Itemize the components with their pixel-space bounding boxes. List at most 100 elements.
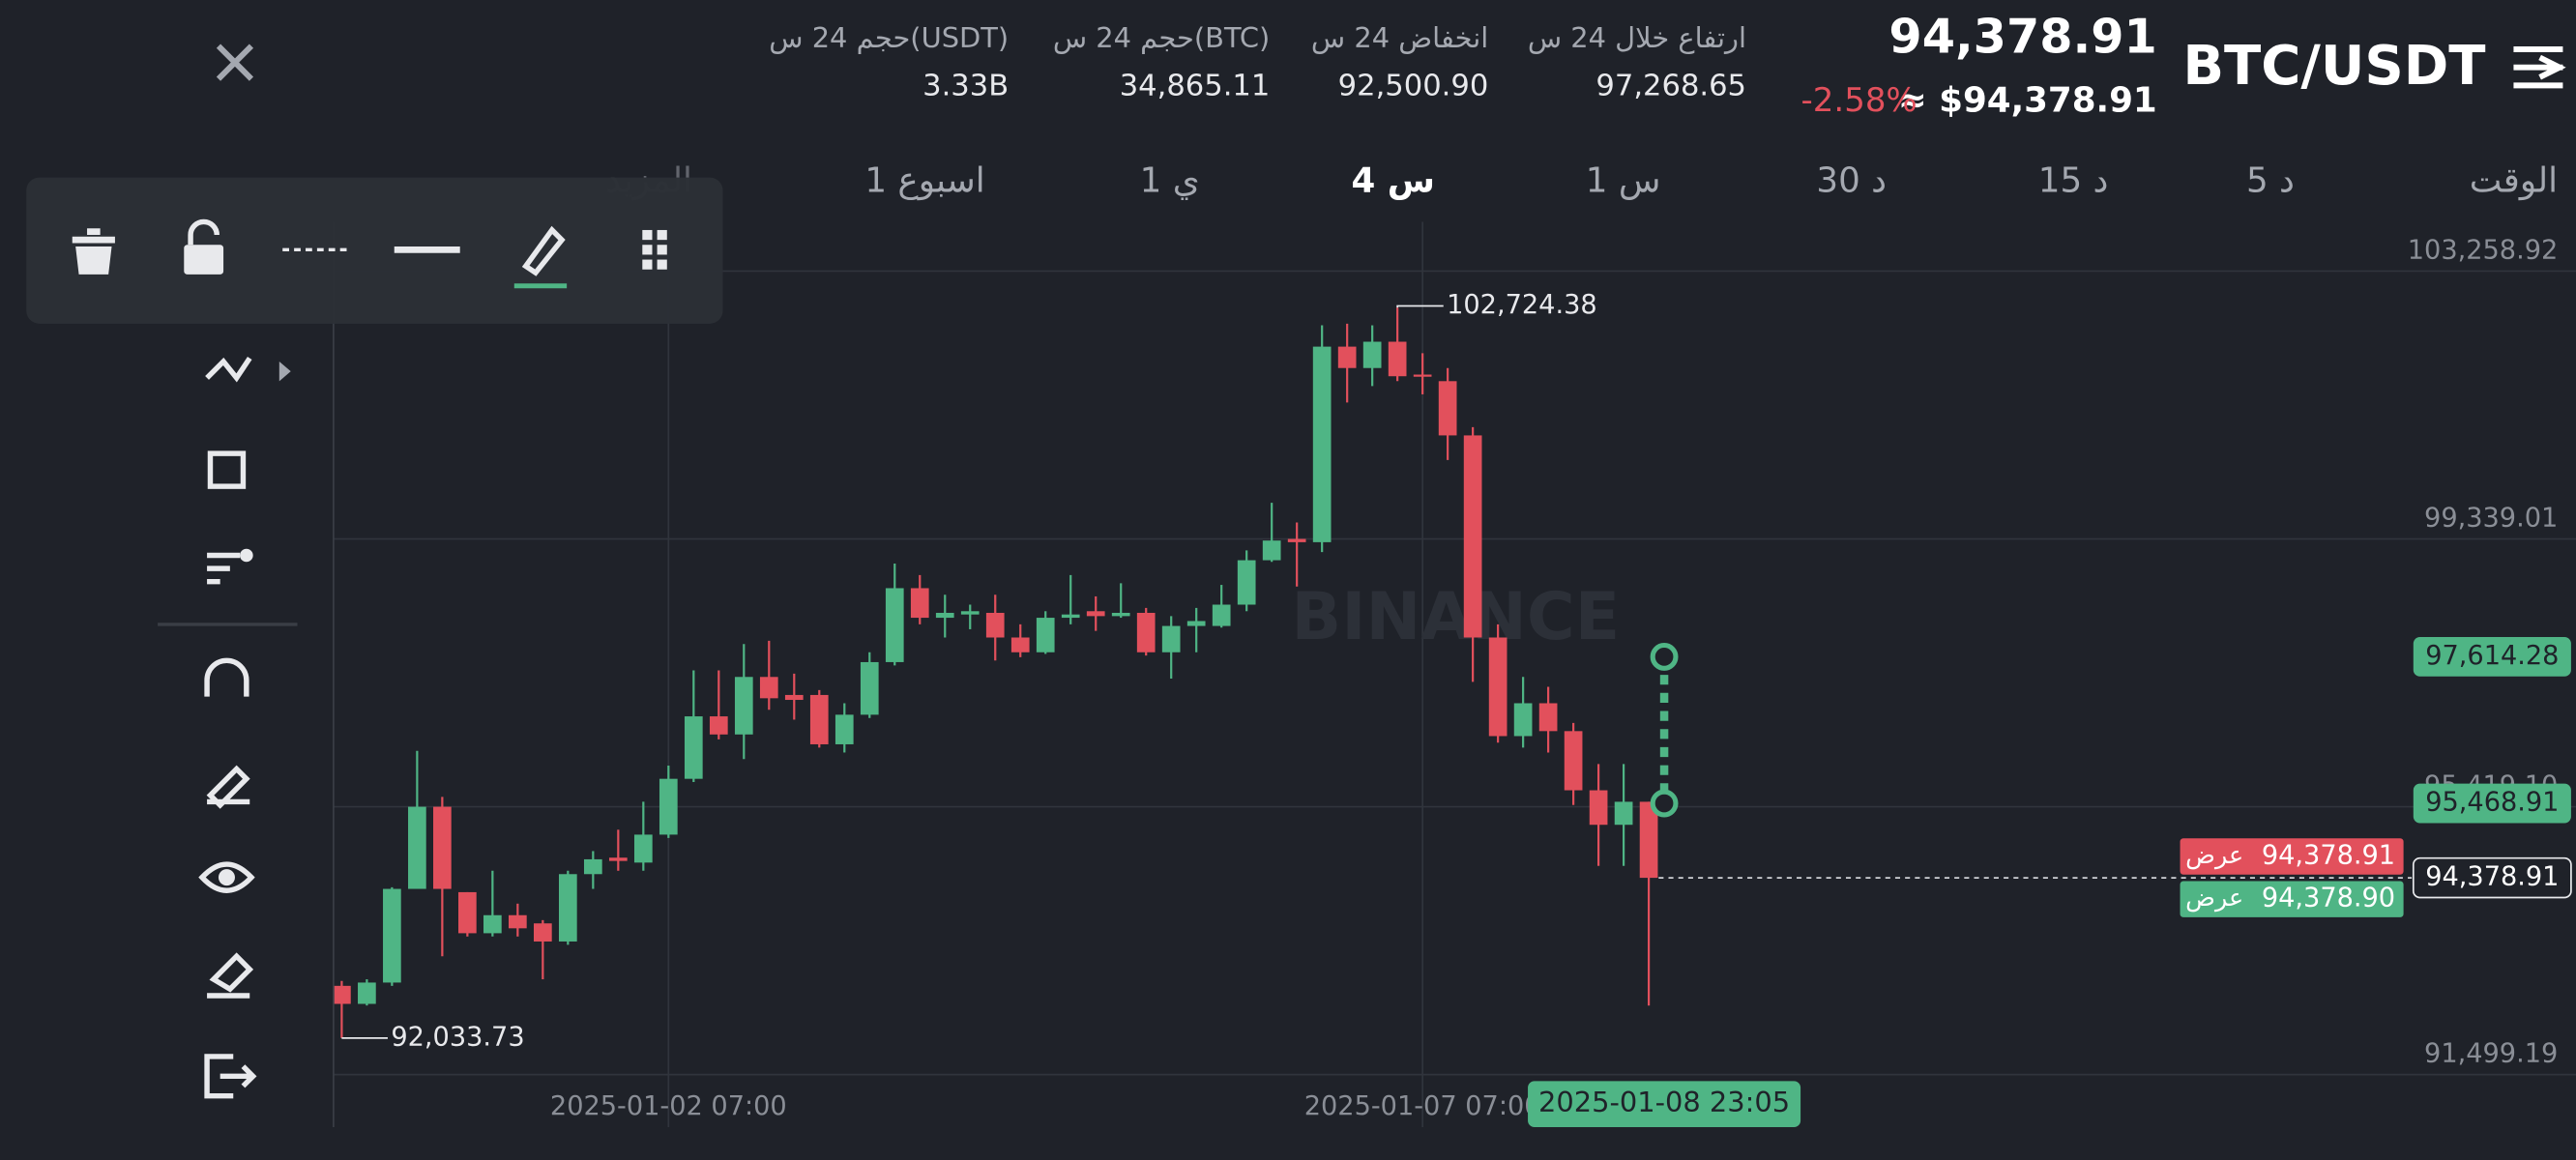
timeframe-tab[interactable]: 1 ي xyxy=(1140,161,1200,201)
y-tick-label: 103,258.92 xyxy=(2408,236,2559,266)
drawing-price-tag xyxy=(2413,783,2571,824)
fib-tool[interactable] xyxy=(205,357,291,383)
candle-body xyxy=(860,661,879,715)
pattern-tool[interactable] xyxy=(207,548,253,585)
candle-body xyxy=(583,858,602,875)
drawing-handle[interactable] xyxy=(1650,642,1679,671)
stat-label: حجم 24 س(BTC) xyxy=(1053,21,1270,54)
icon xyxy=(657,259,667,270)
candle-body xyxy=(1362,341,1382,368)
min-label: 92,033.73 xyxy=(391,1022,524,1052)
candle-body xyxy=(1488,637,1508,737)
candle-body xyxy=(759,677,778,699)
icon xyxy=(205,357,252,383)
candle-body xyxy=(809,694,829,744)
icon xyxy=(207,450,247,489)
candle-body xyxy=(458,891,477,934)
candle-body xyxy=(1564,731,1583,791)
candle-body xyxy=(1337,346,1357,368)
draw-lock-tool[interactable] xyxy=(206,765,250,809)
candle-body xyxy=(784,694,804,701)
drawing-price-tag xyxy=(2413,637,2571,677)
candle-body xyxy=(1538,703,1558,732)
panel-background xyxy=(26,177,723,324)
candle-body xyxy=(1212,604,1231,626)
stat-value: 97,268.65 xyxy=(1595,70,1746,103)
timeframe-tab[interactable]: 1 اسبوع xyxy=(864,161,984,201)
order-price: 94,378.91 xyxy=(2262,840,2395,870)
candle-body xyxy=(1589,790,1608,826)
order-side: عرض xyxy=(2185,841,2243,870)
icon-dot xyxy=(240,548,253,563)
icon xyxy=(642,245,653,255)
drawing-handle[interactable] xyxy=(1650,789,1679,818)
settings-button[interactable] xyxy=(642,229,667,270)
candle-body xyxy=(1036,618,1055,652)
candle-body xyxy=(1061,614,1080,619)
icon xyxy=(72,228,115,275)
stat-label: حجم 24 س(USDT) xyxy=(769,21,1009,54)
timeframe-tab[interactable]: الوقت xyxy=(2470,161,2558,201)
icon xyxy=(207,552,241,585)
x-tick-label: 2025-01-02 07:00 xyxy=(550,1091,787,1121)
candle-body xyxy=(483,914,502,934)
close-button[interactable] xyxy=(216,44,254,81)
icon xyxy=(206,765,250,809)
timeframe-tab[interactable]: 15 د xyxy=(2038,161,2109,201)
last-price-label: 94,378.91 xyxy=(2425,862,2559,892)
lock-button[interactable] xyxy=(184,218,224,275)
last-price-tag xyxy=(2412,856,2572,899)
candle-body xyxy=(533,923,552,942)
candle-body xyxy=(659,778,678,835)
max-label: 102,724.38 xyxy=(1447,290,1597,320)
candle-body xyxy=(885,588,904,662)
price-change: -2.58% xyxy=(1801,81,1917,120)
drawing-price-label: 95,468.91 xyxy=(2425,788,2559,818)
candle-body xyxy=(1438,381,1457,436)
icon xyxy=(204,657,249,697)
order-tag[interactable] xyxy=(2180,881,2404,917)
exit-tool[interactable] xyxy=(204,1054,257,1099)
icon xyxy=(204,1054,257,1099)
candle-body xyxy=(684,716,703,779)
y-tick-label: 91,499.19 xyxy=(2424,1039,2558,1069)
magnet-tool[interactable] xyxy=(204,657,249,697)
max-leader xyxy=(1396,304,1444,308)
timeframe-tab[interactable]: 1 س xyxy=(1586,161,1661,201)
candle-body xyxy=(1086,611,1105,617)
shape-tool[interactable] xyxy=(207,450,247,489)
candle-body xyxy=(985,612,1005,638)
icon xyxy=(184,245,224,275)
candle-body xyxy=(1639,801,1658,879)
candle-body xyxy=(709,716,728,735)
delete-button[interactable] xyxy=(72,228,115,275)
usd-price: ≈ $94,378.91 xyxy=(1898,80,2157,120)
eraser-tool[interactable] xyxy=(207,952,254,999)
drawing-panel xyxy=(26,177,723,324)
pair-title: BTC/USDT xyxy=(2182,35,2485,98)
visibility-tool[interactable] xyxy=(198,861,255,893)
watermark: BINANCE xyxy=(1291,579,1620,655)
candle-body xyxy=(1010,637,1030,652)
candle-body xyxy=(1262,540,1281,561)
candle-body xyxy=(1161,625,1181,652)
candle-body xyxy=(383,888,401,983)
order-price: 94,378.90 xyxy=(2262,884,2395,914)
menu-button[interactable] xyxy=(2513,46,2566,89)
timeframe-tab-active[interactable]: 4 س xyxy=(1352,161,1435,201)
drawing-price-label: 97,614.28 xyxy=(2425,641,2559,671)
left-toolbar xyxy=(158,357,298,1099)
timeframe-tab[interactable]: 5 د xyxy=(2246,161,2295,201)
order-tag[interactable] xyxy=(2180,838,2404,875)
candle-body xyxy=(358,982,376,1004)
candle-body xyxy=(935,612,954,619)
candle-body xyxy=(1413,374,1432,377)
timeframe-tab[interactable]: 30 د xyxy=(1816,161,1887,201)
y-tick-label: 99,339.01 xyxy=(2424,504,2558,534)
color-button[interactable] xyxy=(513,225,568,289)
order-side: عرض xyxy=(2185,884,2243,913)
close-icon xyxy=(216,44,254,81)
